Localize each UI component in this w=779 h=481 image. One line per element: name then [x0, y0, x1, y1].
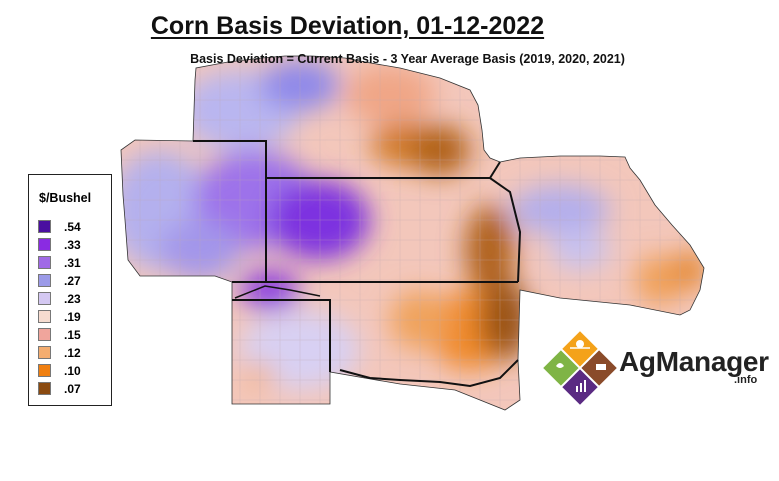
- legend-label: .23: [64, 292, 81, 306]
- legend-swatch: [38, 292, 51, 305]
- agmanager-logo: AgManager .info: [540, 328, 770, 408]
- legend-swatch: [38, 238, 51, 251]
- legend-label: .19: [64, 310, 81, 324]
- legend-label: .27: [64, 274, 81, 288]
- legend-title: $/Bushel: [39, 191, 92, 205]
- legend-swatch: [38, 364, 51, 377]
- legend-swatch: [38, 382, 51, 395]
- legend-label: .31: [64, 256, 81, 270]
- legend-label: .12: [64, 346, 81, 360]
- agmanager-emblem-icon: [543, 331, 617, 405]
- legend-label: .15: [64, 328, 81, 342]
- logo-text: AgManager: [619, 346, 769, 377]
- legend-label: .07: [64, 382, 81, 396]
- legend: $/Bushel .54 .33 .31 .27 .23 .19 .15 .12 .10 .07: [28, 174, 112, 406]
- map-title: Corn Basis Deviation, 01-12-2022: [150, 12, 545, 40]
- legend-swatch: [38, 274, 51, 287]
- legend-label: .10: [64, 364, 81, 378]
- legend-swatch: [38, 220, 51, 233]
- legend-swatch: [38, 346, 51, 359]
- legend-label: .54: [64, 220, 81, 234]
- map-subtitle: Basis Deviation = Current Basis - 3 Year…: [190, 52, 625, 66]
- logo-suffix: .info: [734, 374, 758, 386]
- legend-label: .33: [64, 238, 81, 252]
- legend-swatch: [38, 310, 51, 323]
- legend-swatch: [38, 328, 51, 341]
- legend-swatch: [38, 256, 51, 269]
